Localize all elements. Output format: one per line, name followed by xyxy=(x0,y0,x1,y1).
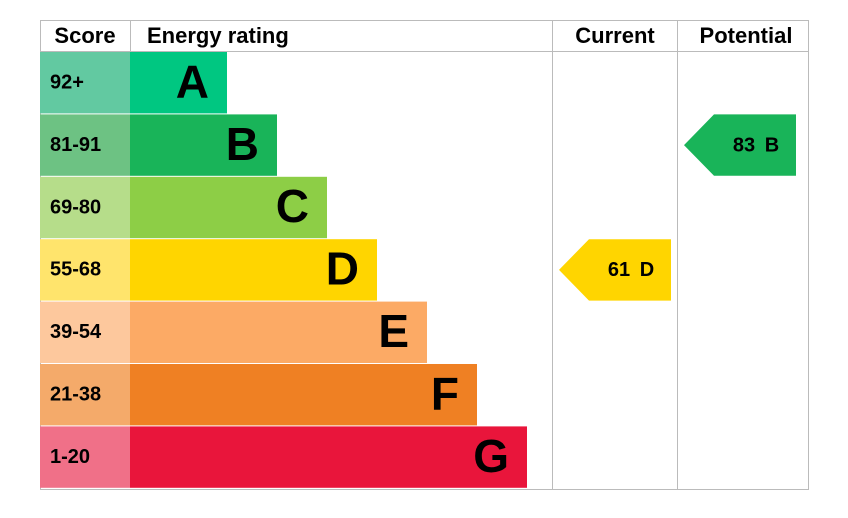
score-cell xyxy=(40,301,130,363)
header-score: Score xyxy=(54,23,115,48)
score-label: 55-68 xyxy=(50,259,101,281)
potential-arrow xyxy=(684,114,796,176)
rating-bar xyxy=(130,364,477,426)
current-letter: D xyxy=(640,259,654,281)
current-arrow xyxy=(559,239,671,301)
score-cell xyxy=(40,239,130,301)
rating-letter: A xyxy=(176,55,209,107)
score-label: 39-54 xyxy=(50,321,102,343)
score-label: 21-38 xyxy=(50,383,101,405)
rating-letter: E xyxy=(378,305,409,357)
score-cell xyxy=(40,52,130,114)
rating-bar xyxy=(130,239,377,301)
rating-letter: D xyxy=(326,243,359,295)
current-value: 61 xyxy=(608,259,630,281)
score-label: 81-91 xyxy=(50,134,101,156)
header-current: Current xyxy=(575,23,655,48)
rating-bar xyxy=(130,114,277,176)
header-rating: Energy rating xyxy=(147,23,289,48)
potential-value: 83 xyxy=(733,134,755,156)
potential-letter: B xyxy=(765,134,779,156)
rating-letter: C xyxy=(276,180,309,232)
score-cell xyxy=(40,426,130,488)
rating-bar xyxy=(130,52,227,114)
rating-bar xyxy=(130,426,527,488)
score-cell xyxy=(40,114,130,176)
rating-bar xyxy=(130,176,327,239)
score-label: 69-80 xyxy=(50,196,101,218)
score-label: 1-20 xyxy=(50,446,90,468)
score-cell xyxy=(40,364,130,426)
rating-bar xyxy=(130,301,427,363)
rating-letter: B xyxy=(226,118,259,170)
rating-letter: G xyxy=(473,430,509,482)
header-potential: Potential xyxy=(700,23,793,48)
score-label: 92+ xyxy=(50,71,84,93)
rating-letter: F xyxy=(431,367,459,419)
score-cell xyxy=(40,176,130,239)
